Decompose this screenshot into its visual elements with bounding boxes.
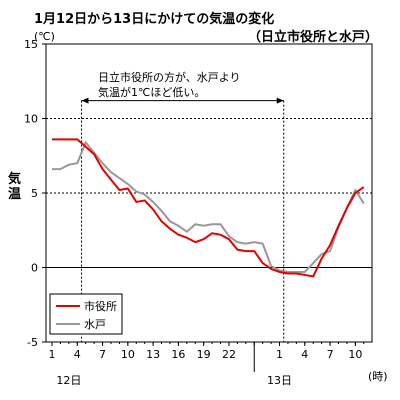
annotation-arrow-right	[276, 97, 284, 104]
x-tick-label-12: 10	[348, 348, 362, 361]
chart-title: 1月12日から13日にかけての気温の変化	[34, 12, 275, 27]
y-tick-label-10: 10	[24, 113, 38, 126]
x-tick-label-10: 4	[301, 348, 308, 361]
x-tick-label-1: 4	[74, 348, 81, 361]
legend-box	[49, 293, 123, 335]
y-tick-label--5: -5	[27, 336, 38, 349]
x-tick-label-6: 19	[197, 348, 211, 361]
y-axis-label: 気温	[8, 172, 22, 202]
x-unit-label: (時)	[368, 370, 388, 383]
y-tick-label-5: 5	[31, 187, 38, 200]
annotation-text: 日立市役所の方が、水戸より 気温が1℃ほど低い。	[98, 71, 241, 99]
x-tick-label-11: 7	[327, 348, 334, 361]
x-tick-label-5: 16	[171, 348, 185, 361]
legend-label-1: 水戸	[84, 318, 106, 331]
x-tick-label-0: 1	[49, 348, 56, 361]
x-tick-label-9: 1	[276, 348, 283, 361]
x-tick-label-4: 13	[146, 348, 160, 361]
day-label-12: 12日	[56, 374, 81, 387]
y-unit-label: (℃)	[34, 30, 55, 43]
y-tick-label-0: 0	[31, 262, 38, 275]
x-tick-label-3: 10	[121, 348, 135, 361]
day-label-13: 13日	[267, 374, 292, 387]
chart-subtitle: （日立市役所と水戸）	[247, 30, 378, 45]
annotation-arrow-left	[81, 97, 89, 104]
series-line-mito	[52, 141, 365, 273]
y-tick-label-15: 15	[24, 38, 38, 51]
x-tick-label-2: 7	[99, 348, 106, 361]
x-tick-label-7: 22	[222, 348, 236, 361]
series-line-shiyakusho	[52, 138, 365, 278]
legend-label-0: 市役所	[84, 299, 117, 313]
